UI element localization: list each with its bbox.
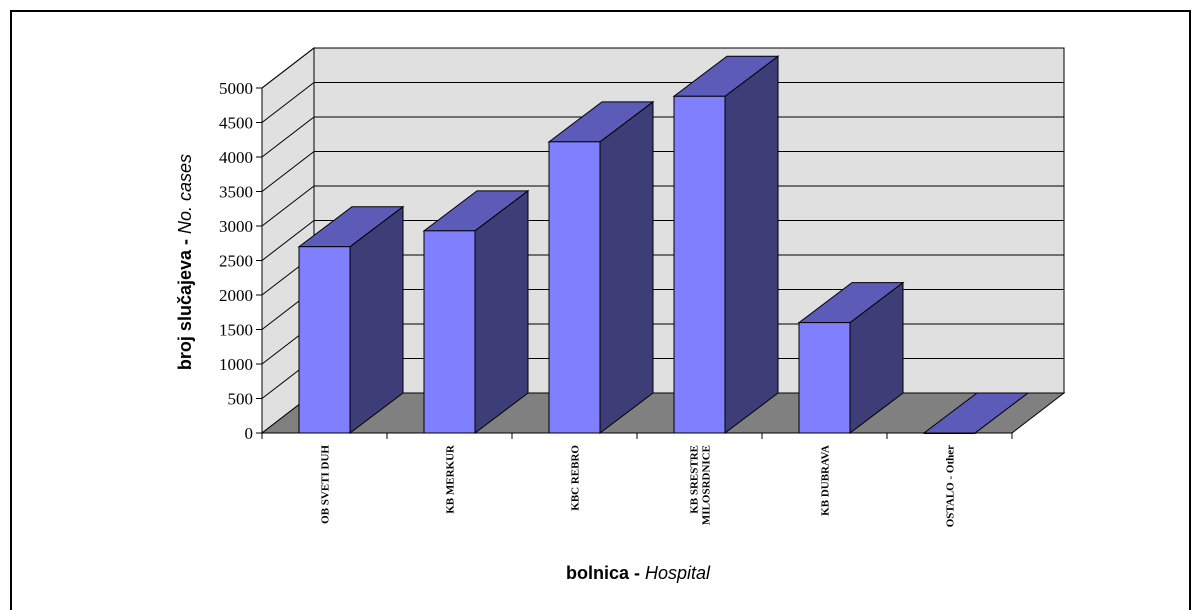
bar-side [724, 55, 779, 435]
category-label: OB SVETI DUH [320, 445, 332, 524]
x-axis-title-main: bolnica - [566, 563, 640, 583]
gridline [261, 151, 1064, 192]
bar [672, 55, 780, 435]
bar [422, 189, 530, 435]
y-axis [256, 87, 263, 434]
y-tick-label: 3500 [219, 183, 253, 202]
y-tick-label: 1500 [219, 321, 253, 340]
bar-side [474, 189, 529, 435]
y-tick-label: 2500 [219, 252, 253, 271]
bars [297, 55, 1030, 435]
gridline [261, 82, 1064, 123]
bar-front [298, 246, 351, 434]
y-tick-label: 3000 [219, 217, 253, 236]
category-labels: OB SVETI DUH KB MERKUR KBC REBRO KB SRESTRE… [320, 444, 957, 527]
y-axis-title: broj slučajeva - No. cases [175, 154, 195, 370]
x-axis [261, 432, 1013, 439]
y-tick-label: 4000 [219, 148, 253, 167]
bar [922, 392, 1030, 434]
y-tick-label: 1000 [219, 355, 253, 374]
bar-front [923, 432, 976, 434]
y-tick-labels: 0 500 1000 1500 2000 2500 3000 3500 4000 4500 5000 [219, 79, 253, 443]
y-tick-label: 2000 [219, 286, 253, 305]
category-label: MILOSRDNICE [701, 445, 713, 525]
y-tick-label: 4500 [219, 114, 253, 133]
x-axis-title-sub: Hospital [645, 563, 711, 583]
y-tick-label: 5000 [219, 79, 253, 98]
gridline [261, 116, 1064, 158]
bar-chart: 0 500 1000 1500 2000 2500 3000 3500 4000 4500 5000… [175, 46, 1066, 583]
bar-front [423, 230, 476, 434]
x-axis-title: bolnica - Hospital [566, 563, 711, 583]
gridline [261, 47, 1064, 89]
gridline [261, 185, 1064, 227]
bar [297, 205, 405, 435]
category-label: KB MERKUR [445, 444, 457, 514]
y-axis-title-main: broj slučajeva - [175, 239, 195, 370]
chart-frame [10, 10, 1191, 610]
y-axis-title-sub: No. cases [175, 154, 195, 234]
bar-front [673, 95, 726, 434]
category-label: KB DUBRAVA [820, 445, 832, 516]
gridline [261, 220, 1064, 261]
category-label: KBC REBRO [570, 445, 582, 511]
y-tick-label: 0 [245, 424, 254, 443]
bar-side [599, 100, 654, 435]
y-tick-label: 500 [228, 390, 254, 409]
bar-front [548, 141, 601, 434]
bar-front [798, 322, 851, 434]
bar [547, 100, 655, 435]
category-label: OSTALO - Other [945, 445, 957, 527]
bar [797, 281, 905, 435]
category-label: KB SRESTRE [689, 445, 701, 514]
